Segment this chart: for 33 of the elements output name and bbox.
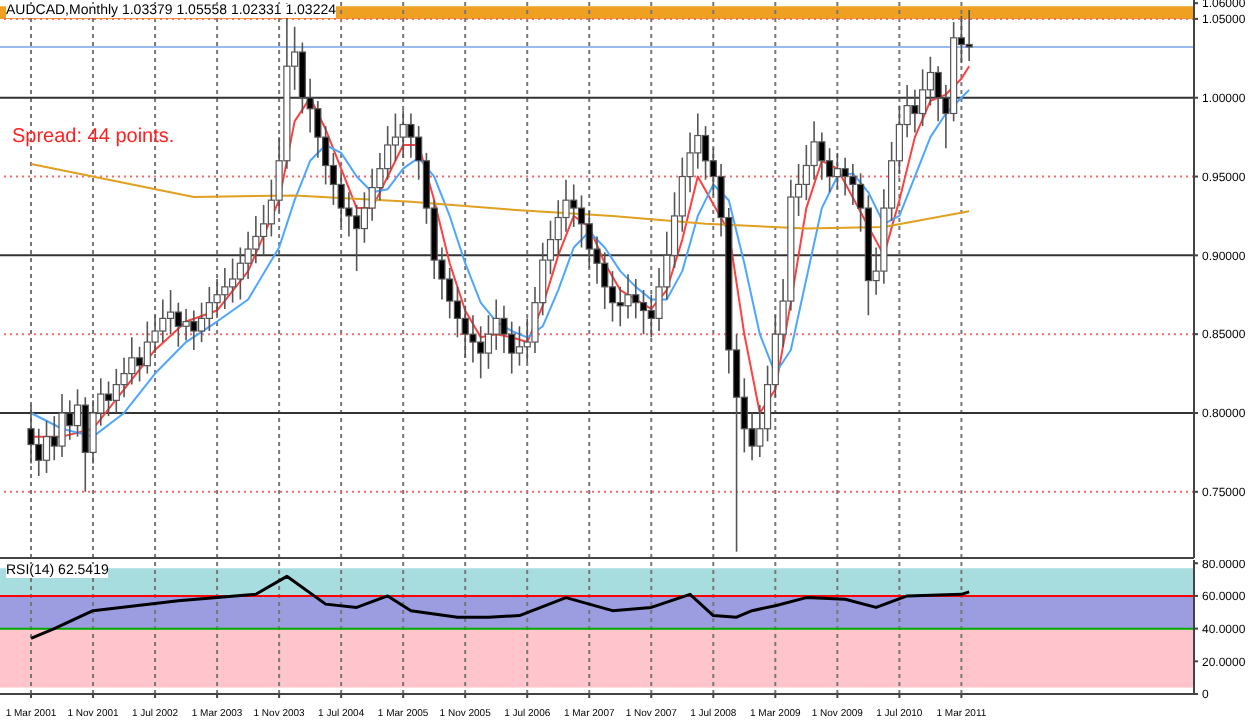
candlestick [58, 393, 66, 458]
candlestick [260, 204, 268, 257]
candlestick [570, 183, 578, 228]
candlestick [919, 68, 927, 127]
candlestick [104, 380, 113, 417]
candlestick [174, 301, 182, 348]
candlestick [624, 273, 632, 320]
candlestick [515, 325, 524, 367]
candlestick [616, 286, 624, 328]
candlestick [492, 298, 500, 351]
candlestick [190, 309, 198, 351]
candlestick [166, 289, 175, 335]
candlestick [818, 131, 826, 181]
candlestick [135, 345, 144, 383]
candlestick [926, 55, 934, 107]
line-series [30, 162, 971, 230]
candlestick [965, 9, 973, 62]
candlestick [911, 89, 919, 134]
candlestick [841, 156, 849, 197]
candlestick [143, 320, 151, 375]
candlestick [182, 308, 190, 342]
candlestick [66, 399, 74, 441]
candlestick [229, 257, 237, 304]
candlestick [50, 415, 58, 462]
candlestick [391, 112, 400, 162]
candlestick [205, 286, 213, 332]
candlestick [197, 301, 206, 343]
candlestick [42, 420, 51, 474]
candlestick [81, 396, 89, 493]
line-series [29, 574, 971, 640]
candlestick [221, 267, 229, 310]
candlestick [632, 278, 640, 320]
annotation: Spread: 44 points. [12, 126, 175, 148]
